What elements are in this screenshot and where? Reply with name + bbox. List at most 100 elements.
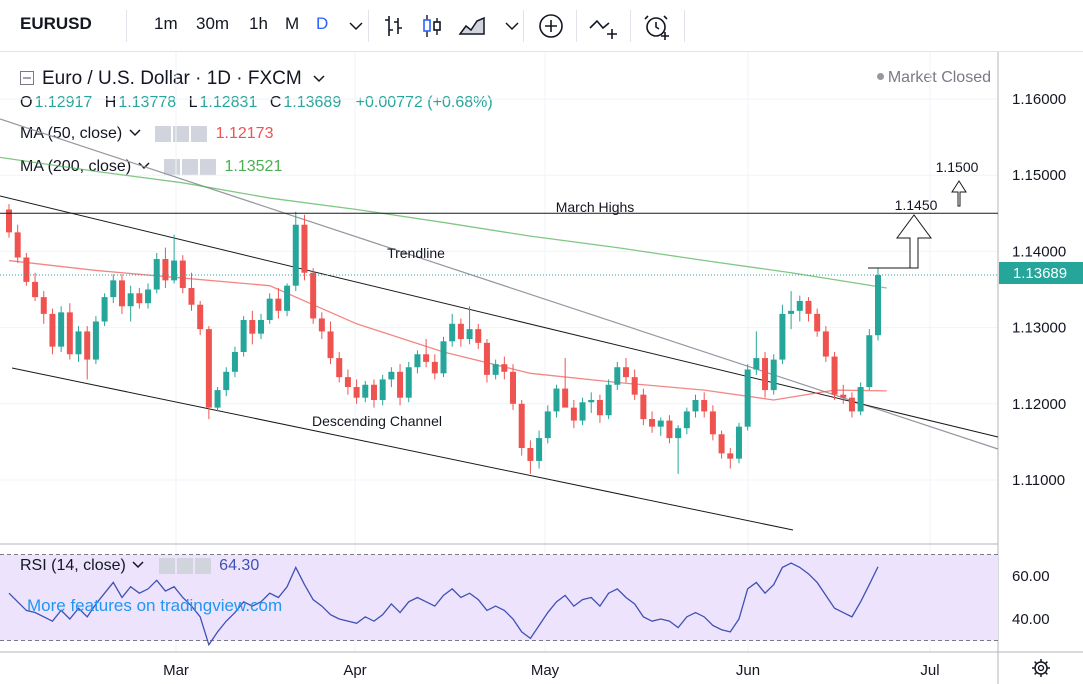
- chart-type-dropdown-chevron-icon[interactable]: [496, 10, 528, 42]
- candle: [848, 392, 855, 418]
- chart-grid: [0, 52, 998, 652]
- ma200-label: MA (200, close): [20, 158, 132, 176]
- ma50-legend[interactable]: MA (50, close) 1.12173: [20, 125, 275, 143]
- candle: [796, 295, 803, 322]
- last-price-tag-text: 1.13689: [1013, 265, 1067, 282]
- candle: [579, 397, 586, 426]
- candle: [414, 350, 421, 374]
- candle: [292, 211, 299, 292]
- candle: [822, 326, 829, 362]
- candle: [501, 356, 508, 380]
- time-tick-label: Apr: [343, 662, 366, 679]
- promo-link[interactable]: More features on tradingview.com: [27, 596, 283, 615]
- rsi-chevron-icon[interactable]: [132, 560, 144, 570]
- candle: [840, 384, 847, 404]
- candle: [240, 316, 247, 357]
- arrow-up-large-icon: [868, 214, 932, 269]
- trendline: [0, 118, 999, 450]
- candle: [510, 364, 517, 410]
- price-axis: 1.16000 1.15000 1.14000 1.13000 1.12000 1.110…: [1012, 91, 1066, 489]
- title-chevron-icon[interactable]: [313, 74, 325, 84]
- candle: [588, 392, 595, 413]
- interval-day-button[interactable]: D: [316, 14, 329, 33]
- candle: [805, 297, 812, 322]
- rsi-settings-icon[interactable]: [176, 557, 193, 574]
- toolbar-divider: [684, 10, 685, 42]
- interval-1m-button[interactable]: 1m: [154, 14, 178, 33]
- ma50-chevron-icon[interactable]: [129, 128, 141, 138]
- price-tick-label: 1.13000: [1012, 320, 1066, 337]
- rsi-tick-label: 60.00: [1012, 568, 1050, 585]
- alert-clock-icon[interactable]: [641, 10, 673, 42]
- high-label: H: [104, 94, 117, 111]
- ma200-remove-icon[interactable]: [200, 158, 217, 175]
- candle: [127, 285, 134, 322]
- rsi-remove-icon[interactable]: [194, 557, 211, 574]
- candle: [188, 272, 195, 311]
- collapse-legend-icon[interactable]: [20, 71, 34, 85]
- interval-month-button[interactable]: M: [285, 14, 300, 33]
- indicators-icon[interactable]: [587, 10, 619, 42]
- candle: [622, 358, 629, 383]
- candle: [397, 364, 404, 406]
- candle: [58, 306, 65, 352]
- time-tick-label: Jun: [736, 662, 760, 679]
- candle: [492, 359, 499, 380]
- interval-30m-button[interactable]: 30m: [196, 14, 230, 33]
- bars-style-icon[interactable]: [378, 10, 410, 42]
- ma50-remove-icon[interactable]: [191, 125, 208, 142]
- ma200-legend[interactable]: MA (200, close) 1.13521: [20, 158, 284, 176]
- candle: [544, 405, 551, 444]
- candle: [718, 430, 725, 459]
- candle: [214, 387, 221, 412]
- candle: [466, 306, 473, 345]
- rsi-visibility-icon[interactable]: [158, 557, 175, 574]
- candle: [310, 268, 317, 324]
- candle: [631, 369, 638, 400]
- market-status: Market Closed: [876, 69, 991, 87]
- open-value: 1.12917: [34, 94, 93, 111]
- candle: [266, 293, 273, 324]
- candle: [101, 293, 108, 327]
- compare-add-icon[interactable]: [535, 10, 567, 42]
- candle: [336, 351, 343, 383]
- ma50-settings-icon[interactable]: [173, 125, 190, 142]
- candle: [735, 422, 742, 464]
- candle: [518, 399, 525, 456]
- rsi-line: [8, 562, 879, 647]
- area-style-icon[interactable]: [456, 10, 488, 42]
- candle: [84, 326, 91, 380]
- candle: [570, 399, 577, 429]
- candle: [744, 364, 751, 431]
- low-value: 1.12831: [199, 94, 258, 111]
- time-tick-label: May: [531, 662, 560, 679]
- top-toolbar: EURUSD 1m 30m 1h M D: [0, 0, 1083, 52]
- candle: [666, 415, 673, 444]
- candle: [379, 374, 386, 406]
- candle: [449, 313, 456, 347]
- ma200-settings-icon[interactable]: [182, 158, 199, 175]
- ma50-visibility-icon[interactable]: [155, 125, 172, 142]
- candle: [75, 326, 82, 362]
- candles-style-icon[interactable]: [416, 10, 448, 42]
- interval-1h-button[interactable]: 1h: [249, 14, 268, 33]
- interval-dropdown-chevron-icon[interactable]: [340, 10, 372, 42]
- candle: [162, 247, 169, 288]
- close-label: C: [269, 94, 282, 111]
- rsi-legend[interactable]: RSI (14, close) 64.30: [20, 557, 261, 575]
- target-1450-label: 1.1450: [895, 197, 938, 213]
- candle: [423, 339, 430, 368]
- candle: [205, 326, 212, 420]
- candle: [657, 417, 664, 436]
- candle: [258, 313, 265, 340]
- candle: [770, 354, 777, 395]
- symbol-search-button[interactable]: EURUSD: [20, 14, 92, 33]
- arrow-up-small-icon: [951, 180, 967, 207]
- low-label: L: [188, 94, 198, 111]
- rsi-axis: 60.00 40.00: [1012, 568, 1050, 628]
- candles: [6, 204, 881, 474]
- high-value: 1.13778: [118, 94, 177, 111]
- price-tick-label: 1.11000: [1012, 472, 1065, 489]
- ma50-value: 1.12173: [215, 125, 274, 143]
